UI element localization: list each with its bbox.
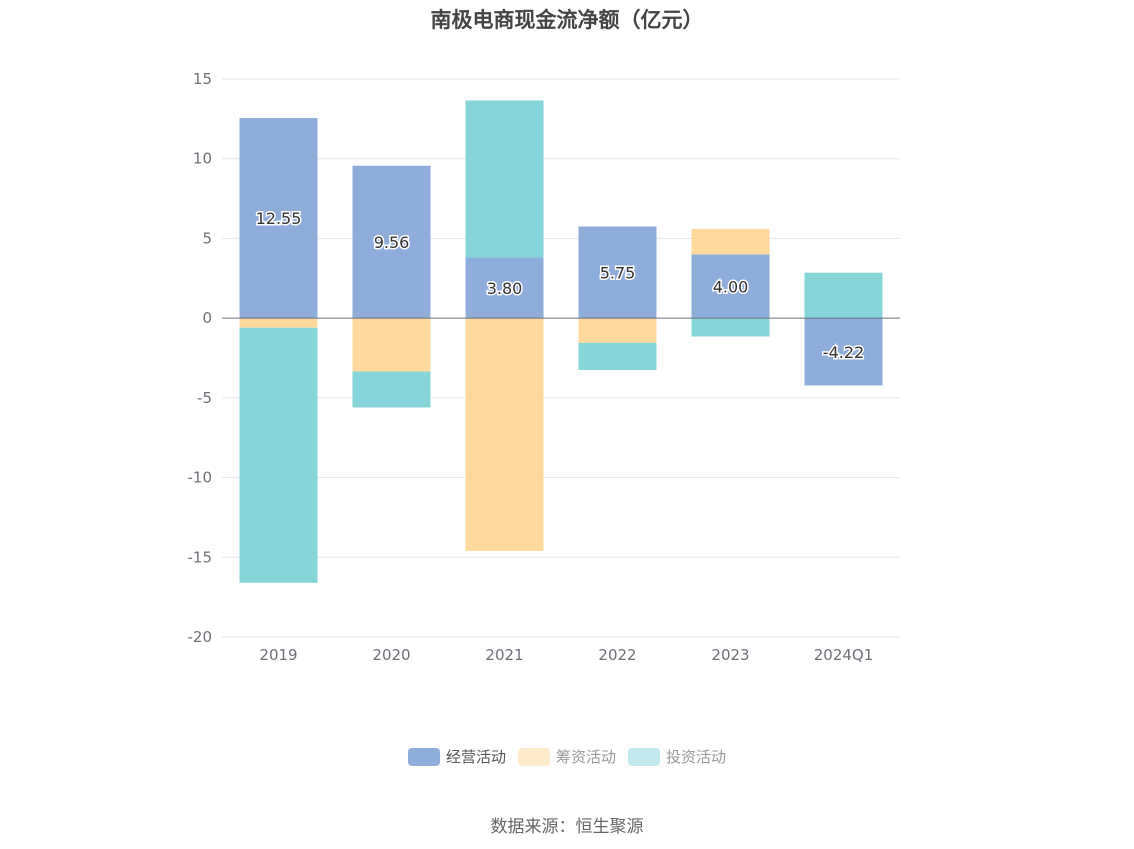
legend-label: 经营活动 <box>445 748 506 766</box>
x-tick-label: 2023 <box>711 646 749 664</box>
legend-item[interactable]: 投资活动 <box>628 746 726 767</box>
data-label: 12.55 <box>256 209 302 228</box>
legend-swatch <box>407 747 440 766</box>
legend-item[interactable]: 筹资活动 <box>517 746 616 767</box>
x-tick-label: 2024Q1 <box>814 646 874 664</box>
y-tick-label: 0 <box>202 309 212 327</box>
bar-segment <box>691 318 770 337</box>
bar-segment <box>804 272 883 319</box>
y-tick-label: 5 <box>202 229 212 247</box>
data-label: 9.56 <box>374 233 410 252</box>
bar-segment <box>804 318 883 386</box>
legend-label: 投资活动 <box>666 748 727 766</box>
data-label: 4.00 <box>713 277 749 296</box>
bar-segment <box>352 371 431 408</box>
x-tick-label: 2022 <box>598 646 636 664</box>
bar-segment <box>578 342 657 370</box>
chart-title: 南极电商现金流净额（亿元） <box>430 8 704 32</box>
data-label: 5.75 <box>600 263 636 282</box>
grid-lines <box>222 78 900 638</box>
y-tick-label: -15 <box>188 548 213 566</box>
y-tick-label: -10 <box>188 469 213 487</box>
legend-item[interactable]: 经营活动 <box>407 746 506 767</box>
y-axis-tick-labels: 15 10 5 0 -5 -10 -15 -20 <box>188 70 213 646</box>
y-tick-label: 10 <box>193 150 212 168</box>
bar-segment <box>578 318 657 343</box>
y-tick-label: -5 <box>197 389 212 407</box>
y-tick-label: -20 <box>188 628 213 646</box>
legend: 经营活动 筹资活动 投资活动 <box>0 746 1134 767</box>
bar-segment <box>465 257 544 319</box>
bars <box>239 100 883 583</box>
legend-swatch <box>517 747 550 766</box>
x-tick-label: 2021 <box>485 646 523 664</box>
x-tick-label: 2020 <box>372 646 410 664</box>
data-label: -4.22 <box>823 343 864 362</box>
x-axis-tick-labels: 2019 2020 2021 2022 2023 2024Q1 <box>259 646 873 664</box>
data-label: 3.80 <box>487 279 523 298</box>
bar-segment <box>578 226 657 319</box>
bar-segment <box>465 318 544 551</box>
y-tick-label: 15 <box>193 70 212 88</box>
data-labels: 12.55 9.56 3.80 5.75 4.00 -4.22 <box>254 208 866 364</box>
bar-segment <box>239 327 318 583</box>
bar-segment <box>352 165 431 319</box>
bar-segment <box>691 228 770 255</box>
source-note: 数据来源：恒生聚源 <box>490 817 644 837</box>
bar-segment <box>465 100 544 258</box>
bar-segment <box>239 318 318 328</box>
bar-segment <box>691 254 770 319</box>
legend-swatch <box>628 747 660 766</box>
legend-label: 筹资活动 <box>555 748 616 766</box>
bar-segment <box>352 318 431 372</box>
bar-segment <box>239 118 318 319</box>
x-tick-label: 2019 <box>259 646 297 664</box>
